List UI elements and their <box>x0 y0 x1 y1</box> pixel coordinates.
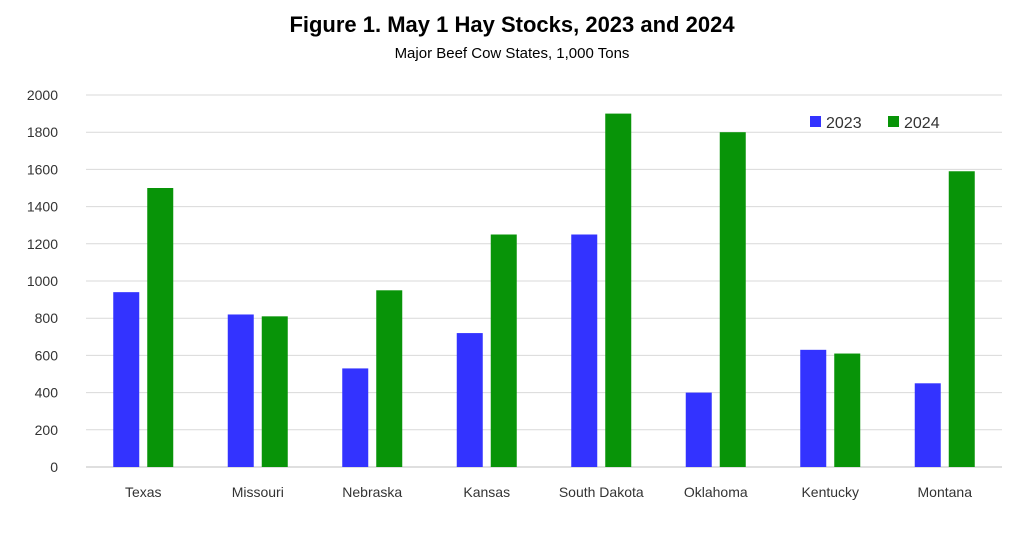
bar-2023-nebraska <box>342 368 369 467</box>
x-category-label: Oklahoma <box>684 484 748 500</box>
bar-2023-missouri <box>227 314 254 467</box>
bar-2024-nebraska <box>376 290 403 467</box>
x-category-label: South Dakota <box>559 484 644 500</box>
y-tick-label: 1600 <box>27 161 58 177</box>
chart-subtitle: Major Beef Cow States, 1,000 Tons <box>394 45 630 62</box>
y-tick-label: 1200 <box>27 236 58 252</box>
bar-2024-south-dakota <box>605 113 632 467</box>
bar-2023-texas <box>113 292 140 467</box>
legend-label-2024: 2024 <box>904 115 940 132</box>
x-category-label: Nebraska <box>342 484 402 500</box>
legend: 2023 2024 <box>810 115 940 132</box>
bar-2023-montana <box>914 383 941 467</box>
y-axis: 0 200 400 600 800 1000 1200 1400 1600 1800 2000 <box>27 87 58 475</box>
y-tick-label: 1400 <box>27 199 58 215</box>
bar-2023-kentucky <box>800 349 827 467</box>
bar-2023-south-dakota <box>571 234 598 467</box>
x-category-label: Montana <box>918 484 973 500</box>
x-category-label: Kentucky <box>801 484 859 500</box>
bar-2024-montana <box>948 171 975 467</box>
bar-2024-texas <box>147 188 174 467</box>
y-tick-label: 800 <box>35 310 59 326</box>
x-axis: Texas Missouri Nebraska Kansas South Dakota O… <box>125 484 972 500</box>
legend-label-2023: 2023 <box>826 115 862 132</box>
x-category-label: Texas <box>125 484 162 500</box>
y-tick-label: 0 <box>50 459 58 475</box>
y-tick-label: 2000 <box>27 87 58 103</box>
y-tick-label: 400 <box>35 385 59 401</box>
y-tick-label: 200 <box>35 422 59 438</box>
x-category-label: Kansas <box>463 484 510 500</box>
bar-2023-oklahoma <box>685 392 712 467</box>
bar-2024-oklahoma <box>719 132 746 467</box>
bar-2024-kansas <box>490 234 517 467</box>
legend-swatch-2024 <box>888 116 899 127</box>
bars <box>113 113 975 467</box>
gridlines <box>86 94 1002 468</box>
bar-2023-kansas <box>456 333 483 467</box>
chart-title: Figure 1. May 1 Hay Stocks, 2023 and 202… <box>289 12 735 37</box>
legend-swatch-2023 <box>810 116 821 127</box>
bar-2024-missouri <box>261 316 288 467</box>
y-tick-label: 1800 <box>27 124 58 140</box>
bar-2024-kentucky <box>834 353 861 467</box>
y-tick-label: 1000 <box>27 273 58 289</box>
x-category-label: Missouri <box>232 484 284 500</box>
y-tick-label: 600 <box>35 347 59 363</box>
